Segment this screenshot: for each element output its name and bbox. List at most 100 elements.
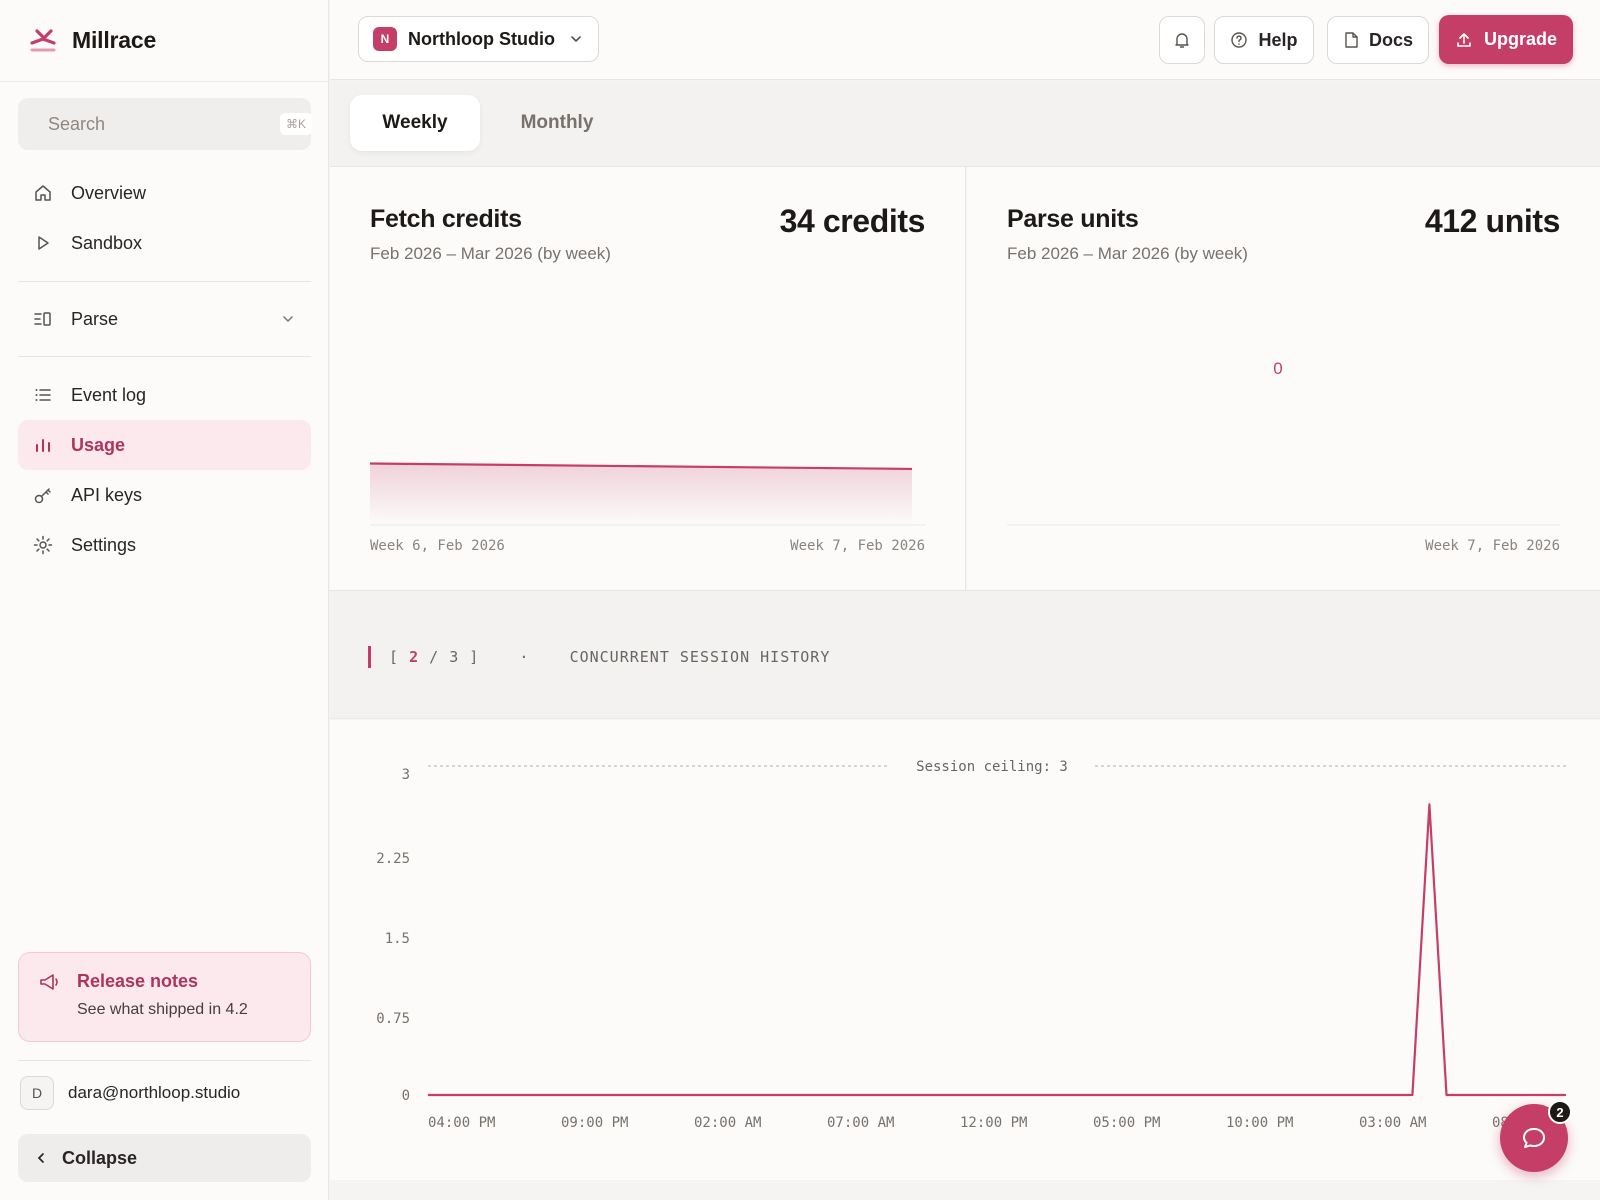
sidebar: Millrace ⌘K Overview Sandbox Parse Event…	[0, 0, 329, 1200]
home-icon	[32, 182, 54, 204]
section-title: CONCURRENT SESSION HISTORY	[569, 648, 831, 666]
sidebar-item-api-keys[interactable]: API keys	[18, 470, 311, 520]
sidebar-item-label: Overview	[71, 182, 147, 203]
session-history-header: [ 2 / 3 ] · CONCURRENT SESSION HISTORY	[330, 590, 1600, 719]
tab-weekly[interactable]: Weekly	[350, 95, 480, 151]
y-tick-label: 0.75	[376, 1011, 410, 1027]
megaphone-icon	[40, 973, 58, 990]
collapse-button[interactable]: Collapse	[18, 1134, 311, 1182]
y-tick-label: 2.25	[376, 851, 410, 867]
chevron-down-icon	[571, 36, 581, 43]
x-tick-label: 12:00 PM	[960, 1115, 1027, 1131]
chat-unread-badge: 2	[1548, 1100, 1572, 1124]
chevron-left-icon	[37, 1153, 44, 1163]
card-subtitle: Feb 2026 – Mar 2026 (by week)	[1007, 244, 1248, 263]
card-value: 34 credits	[779, 203, 926, 239]
fetch-credits-line	[370, 462, 913, 471]
parse-icon	[32, 308, 54, 330]
brand[interactable]: Millrace	[0, 0, 328, 82]
docs-button[interactable]: Docs	[1327, 16, 1429, 64]
play-icon	[32, 232, 54, 254]
sidebar-item-overview[interactable]: Overview	[18, 168, 311, 218]
sidebar-item-label: Parse	[71, 308, 119, 329]
parse-units-card: Parse units Feb 2026 – Mar 2026 (by week…	[967, 167, 1600, 590]
fetch-credits-card: Fetch credits Feb 2026 – Mar 2026 (by we…	[330, 167, 966, 590]
fetch-credits-area	[370, 463, 912, 525]
nav-primary: Overview Sandbox	[18, 168, 311, 268]
notifications-button[interactable]	[1159, 16, 1205, 64]
search-box[interactable]: ⌘K	[18, 98, 313, 150]
ceiling-label: Session ceiling: 3	[916, 759, 1068, 775]
nav-divider	[18, 356, 311, 357]
parse-units-chart: 0	[1007, 359, 1560, 526]
pager-open: [	[389, 648, 400, 666]
document-icon	[1345, 32, 1358, 48]
docs-label: Docs	[1368, 29, 1413, 50]
list-icon	[32, 384, 54, 406]
section-accent-bar	[368, 646, 371, 668]
fetch-credits-chart	[370, 462, 926, 526]
session-history-chart-panel: 0 0.75 1.5 2.25 3 Session ceiling: 3 04:00 PM 0…	[330, 720, 1600, 1180]
sidebar-item-event-log[interactable]: Event log	[18, 370, 311, 420]
sidebar-item-label: Sandbox	[71, 232, 143, 253]
pager-total: 3	[449, 648, 460, 666]
sidebar-item-sandbox[interactable]: Sandbox	[18, 218, 311, 268]
x-tick-label: Week 6, Feb 2026	[370, 538, 505, 554]
workspace-switcher[interactable]: N Northloop Studio	[358, 16, 599, 62]
upload-icon	[1457, 32, 1471, 47]
card-title: Fetch credits	[370, 205, 522, 233]
search-input[interactable]	[48, 113, 280, 135]
sidebar-item-usage[interactable]: Usage	[18, 420, 311, 470]
help-button[interactable]: Help	[1214, 16, 1314, 64]
x-tick-label: Week 7, Feb 2026	[1425, 538, 1560, 554]
collapse-label: Collapse	[62, 1147, 138, 1168]
topbar: N Northloop Studio Help Docs Upgrade	[330, 0, 1600, 80]
tab-monthly[interactable]: Monthly	[520, 112, 594, 133]
x-tick-label: Week 7, Feb 2026	[790, 538, 925, 554]
sidebar-item-settings[interactable]: Settings	[18, 520, 311, 570]
logo-icon	[30, 28, 56, 51]
separator-dot: ·	[519, 648, 530, 666]
bell-icon	[1175, 33, 1189, 48]
x-tick-label: 10:00 PM	[1226, 1115, 1293, 1131]
nav-parse: Parse	[18, 294, 311, 344]
workspace-name: Northloop Studio	[408, 28, 555, 49]
nav-secondary: Event log Usage API keys Settings	[18, 370, 311, 570]
pager-close: ]	[469, 648, 480, 666]
y-tick-label: 3	[402, 767, 410, 783]
search-shortcut: ⌘K	[280, 113, 313, 135]
chevron-down-icon[interactable]	[281, 312, 295, 326]
upgrade-button[interactable]: Upgrade	[1439, 15, 1573, 64]
release-notes-card[interactable]: Release notes See what shipped in 4.2	[18, 952, 311, 1042]
app-name: Millrace	[72, 27, 157, 53]
avatar: D	[20, 1075, 54, 1110]
data-label: 0	[1273, 359, 1282, 378]
sidebar-item-label: Usage	[71, 434, 126, 455]
key-icon	[32, 484, 54, 506]
help-icon	[1231, 32, 1248, 48]
sidebar-item-label: Event log	[71, 384, 147, 405]
period-tabs: Weekly Monthly	[330, 81, 1600, 167]
sidebar-item-label: Settings	[71, 534, 137, 555]
chat-bubble-icon	[1523, 1128, 1545, 1148]
card-value: 412 units	[1424, 203, 1561, 239]
card-title: Parse units	[1007, 205, 1139, 233]
x-tick-label: 05:00 PM	[1093, 1115, 1160, 1131]
sidebar-item-parse[interactable]: Parse	[18, 294, 311, 344]
x-tick-label: 07:00 AM	[827, 1115, 894, 1131]
y-tick-label: 0	[402, 1088, 410, 1104]
x-tick-label: 02:00 AM	[694, 1115, 761, 1131]
y-tick-label: 1.5	[385, 931, 410, 947]
session-line	[428, 803, 1566, 1097]
x-tick-label: 04:00 PM	[428, 1115, 495, 1131]
workspace-badge: N	[373, 27, 397, 51]
pager-sep: /	[429, 648, 440, 666]
bar-chart-icon	[32, 434, 54, 456]
release-notes-title: Release notes	[77, 971, 199, 991]
nav-divider	[18, 281, 311, 282]
pager-current: 2	[409, 648, 420, 666]
help-label: Help	[1258, 29, 1298, 50]
user-account[interactable]: D dara@northloop.studio	[18, 1060, 311, 1116]
gear-icon	[32, 534, 54, 556]
session-history-chart: 0 0.75 1.5 2.25 3 Session ceiling: 3 04:00 PM 0…	[376, 759, 1566, 1131]
